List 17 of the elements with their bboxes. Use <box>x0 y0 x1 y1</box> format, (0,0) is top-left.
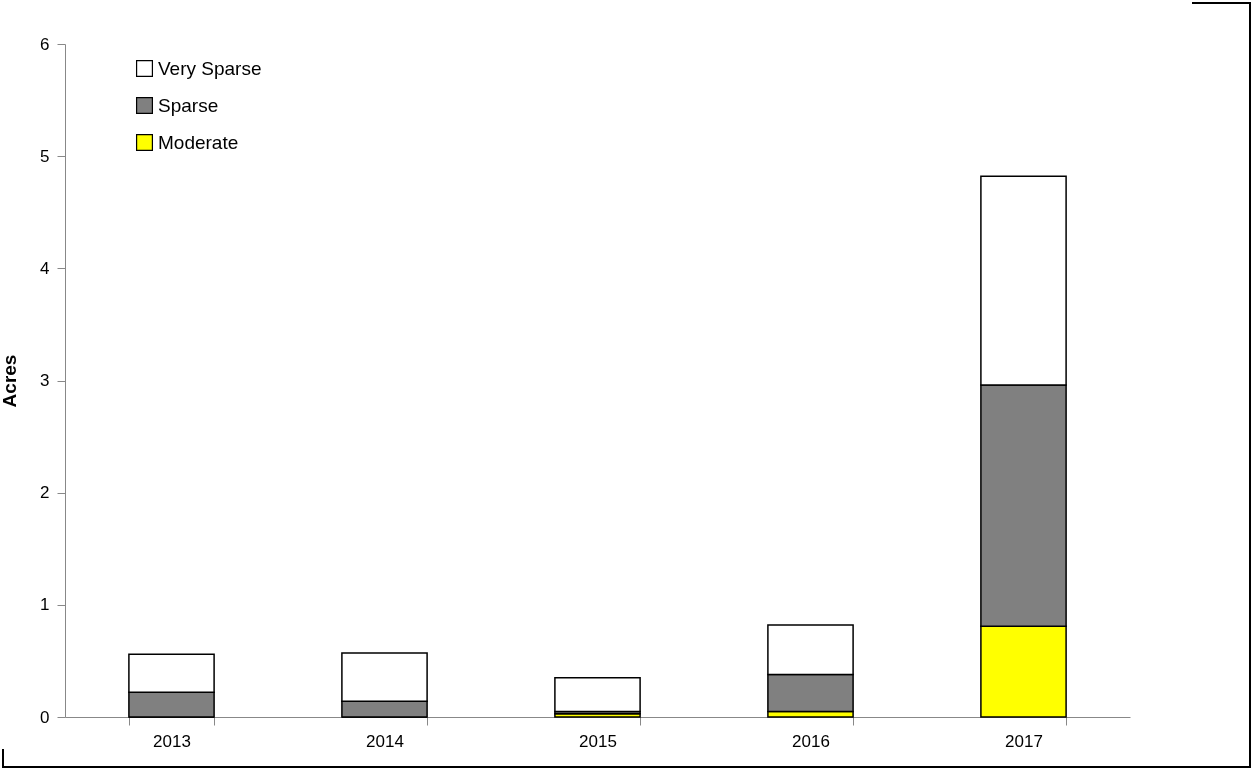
y-tick-label: 5 <box>40 146 50 166</box>
x-tick-label: 2017 <box>1005 731 1043 751</box>
y-axis-title: Acres <box>0 354 21 408</box>
y-tick-label: 2 <box>40 483 50 503</box>
x-tick-label: 2014 <box>366 731 404 751</box>
legend-label: Sparse <box>158 94 219 116</box>
legend-label: Very Sparse <box>158 57 262 79</box>
y-tick-label: 0 <box>40 707 50 727</box>
y-tick-label: 3 <box>40 371 50 390</box>
x-tick-label: 2016 <box>792 731 830 751</box>
y-tick-label: 6 <box>40 34 50 54</box>
legend-label: Moderate <box>158 131 239 153</box>
x-tick-label: 2013 <box>153 731 191 751</box>
bar <box>554 676 641 713</box>
y-tick-label: 4 <box>40 258 50 278</box>
y-tick-label: 1 <box>40 595 50 615</box>
x-tick-label: 2015 <box>579 731 617 751</box>
